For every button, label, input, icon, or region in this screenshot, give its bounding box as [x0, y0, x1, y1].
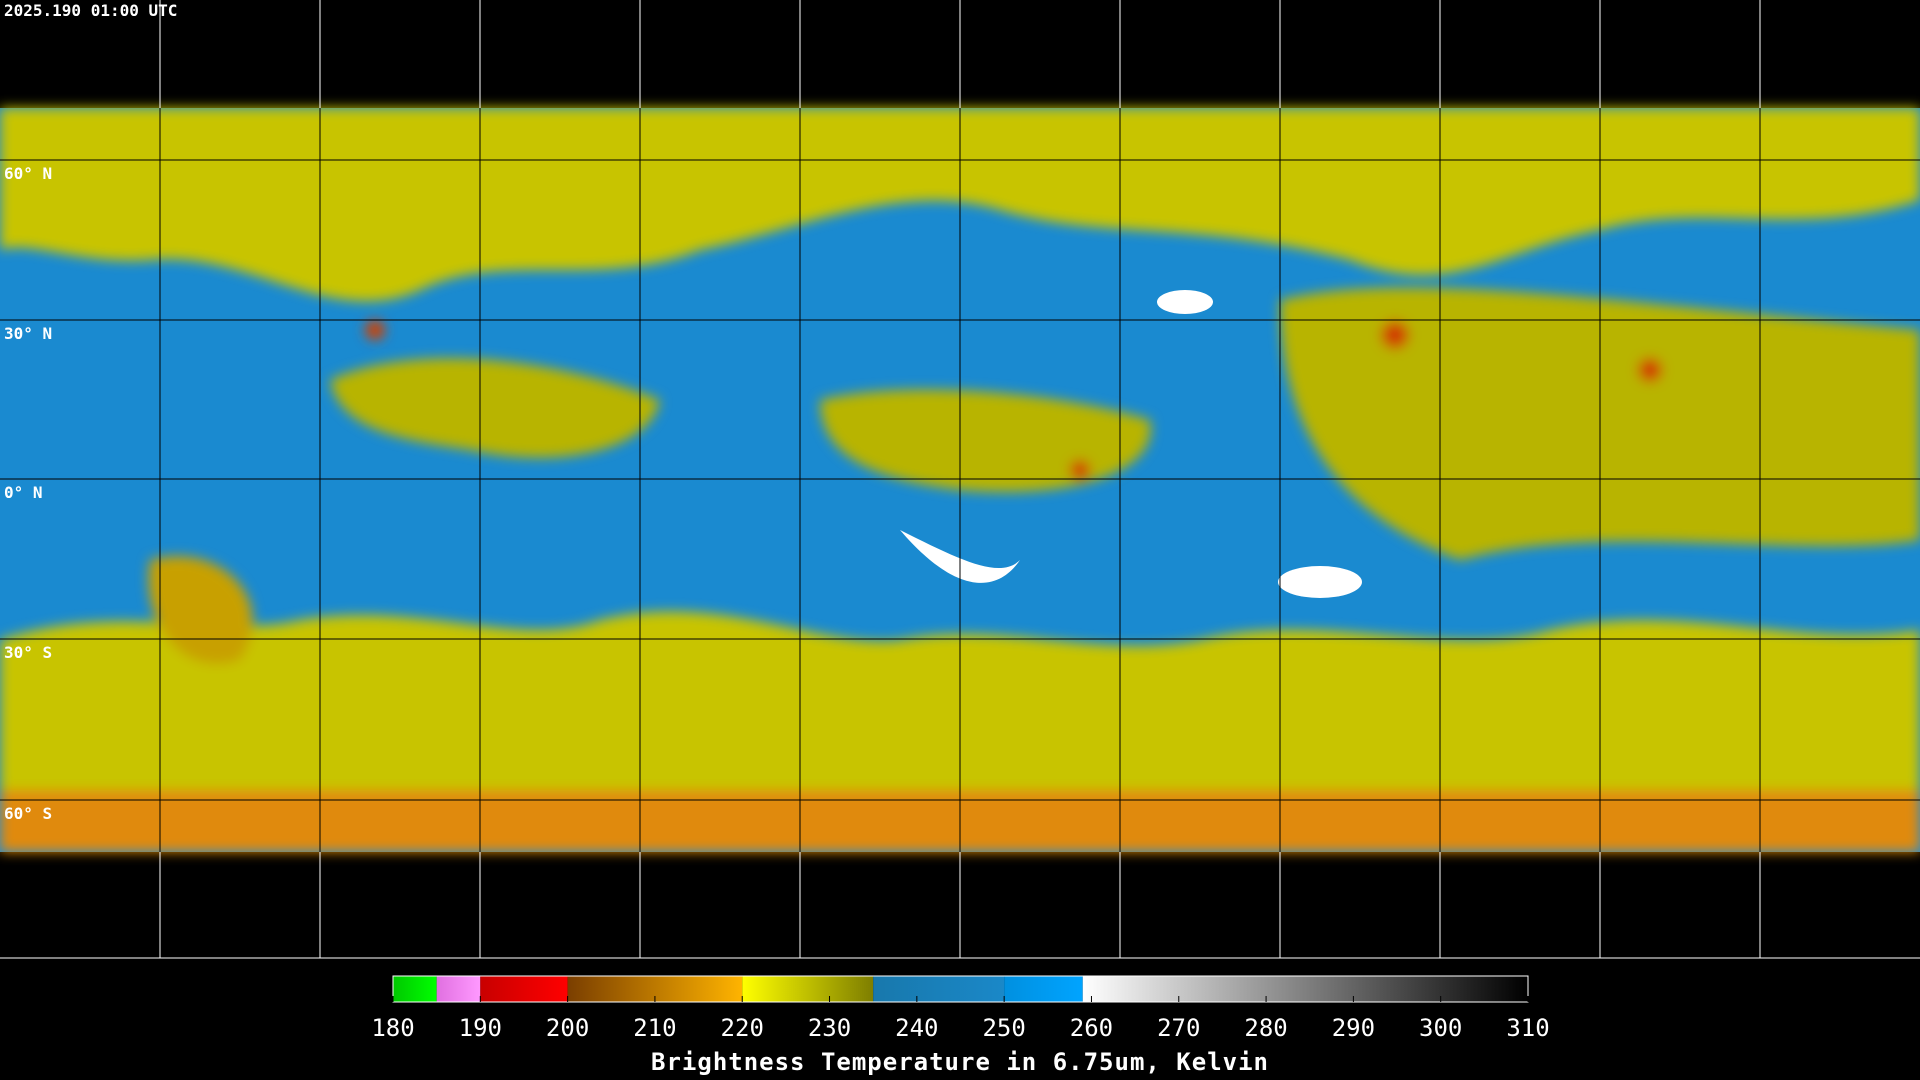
latitude-label: 60° N: [4, 164, 52, 183]
colorbar-tick-label: 280: [1244, 1014, 1287, 1042]
colorbar-frame: [392, 975, 1529, 1003]
colorbar-tick-label: 210: [633, 1014, 676, 1042]
colorbar-segment: [436, 976, 481, 1002]
colorbar-tick-label: 180: [371, 1014, 414, 1042]
colorbar-tick-label: 230: [808, 1014, 851, 1042]
colorbar-tick-label: 190: [459, 1014, 502, 1042]
colorbar-tick-label: 250: [982, 1014, 1025, 1042]
colorbar-tick-label: 290: [1332, 1014, 1375, 1042]
colorbar-tick-label: 240: [895, 1014, 938, 1042]
colorbar-tick-label: 300: [1419, 1014, 1462, 1042]
dry-region: [1157, 290, 1213, 314]
colorbar-tick-label: 260: [1070, 1014, 1113, 1042]
colorbar-segment: [873, 976, 1005, 1002]
colorbar-tick-label: 220: [721, 1014, 764, 1042]
colorbar-segment: [480, 976, 568, 1002]
latitude-label: 30° S: [4, 643, 52, 662]
latitude-label: 0° N: [4, 483, 43, 502]
colorbar-tick-label: 310: [1506, 1014, 1549, 1042]
latitude-label: 60° S: [4, 804, 52, 823]
latitude-label: 30° N: [4, 324, 52, 343]
colorbar: 180 190 200 210 220 230 240 250 260 270 280 290 300 3…: [371, 975, 1550, 1042]
dry-region: [900, 530, 1020, 583]
graticule: [0, 0, 1920, 959]
timestamp: 2025.190 01:00 UTC: [4, 1, 177, 20]
colorbar-title: Brightness Temperature in 6.75um, Kelvin: [651, 1048, 1269, 1076]
colorbar-segment: [393, 976, 437, 1002]
colorbar-segment: [1004, 976, 1083, 1002]
dry-region: [1278, 566, 1362, 598]
colorbar-tick-label: 270: [1157, 1014, 1200, 1042]
colorbar-segment: [742, 976, 874, 1002]
colorbar-segment: [1082, 976, 1528, 1002]
colorbar-tick-label: 200: [546, 1014, 589, 1042]
